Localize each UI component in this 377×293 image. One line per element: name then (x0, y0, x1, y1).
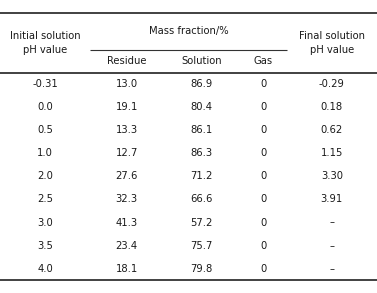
Text: 32.3: 32.3 (116, 195, 138, 205)
Text: 13.0: 13.0 (116, 79, 138, 89)
Text: 3.5: 3.5 (37, 241, 53, 251)
Text: 0.5: 0.5 (37, 125, 53, 135)
Text: Solution: Solution (181, 56, 222, 66)
Text: Initial solution
pH value: Initial solution pH value (10, 31, 81, 55)
Text: 41.3: 41.3 (116, 217, 138, 228)
Text: Final solution
pH value: Final solution pH value (299, 31, 365, 55)
Text: 0: 0 (261, 217, 267, 228)
Text: 1.15: 1.15 (320, 148, 343, 159)
Text: 13.3: 13.3 (116, 125, 138, 135)
Text: 2.5: 2.5 (37, 195, 53, 205)
Text: 23.4: 23.4 (116, 241, 138, 251)
Text: 57.2: 57.2 (190, 217, 213, 228)
Text: 3.30: 3.30 (321, 171, 343, 181)
Text: 1.0: 1.0 (37, 148, 53, 159)
Text: 19.1: 19.1 (116, 102, 138, 112)
Text: 0: 0 (261, 171, 267, 181)
Text: -0.29: -0.29 (319, 79, 345, 89)
Text: 12.7: 12.7 (116, 148, 138, 159)
Text: 0: 0 (261, 241, 267, 251)
Text: 86.3: 86.3 (191, 148, 213, 159)
Text: 71.2: 71.2 (190, 171, 213, 181)
Text: –: – (329, 264, 334, 274)
Text: 0: 0 (261, 125, 267, 135)
Text: 0.0: 0.0 (37, 102, 53, 112)
Text: Gas: Gas (254, 56, 273, 66)
Text: 3.91: 3.91 (321, 195, 343, 205)
Text: 0.62: 0.62 (321, 125, 343, 135)
Text: 75.7: 75.7 (190, 241, 213, 251)
Text: Residue: Residue (107, 56, 147, 66)
Text: 18.1: 18.1 (116, 264, 138, 274)
Text: 86.1: 86.1 (191, 125, 213, 135)
Text: 27.6: 27.6 (116, 171, 138, 181)
Text: 86.9: 86.9 (191, 79, 213, 89)
Text: 80.4: 80.4 (191, 102, 213, 112)
Text: 0: 0 (261, 79, 267, 89)
Text: 2.0: 2.0 (37, 171, 53, 181)
Text: 4.0: 4.0 (37, 264, 53, 274)
Text: 0: 0 (261, 102, 267, 112)
Text: 0: 0 (261, 195, 267, 205)
Text: 0: 0 (261, 264, 267, 274)
Text: 0: 0 (261, 148, 267, 159)
Text: -0.31: -0.31 (32, 79, 58, 89)
Text: –: – (329, 217, 334, 228)
Text: 3.0: 3.0 (37, 217, 53, 228)
Text: 66.6: 66.6 (190, 195, 213, 205)
Text: 79.8: 79.8 (191, 264, 213, 274)
Text: –: – (329, 241, 334, 251)
Text: 0.18: 0.18 (321, 102, 343, 112)
Text: Mass fraction/%: Mass fraction/% (149, 26, 228, 36)
